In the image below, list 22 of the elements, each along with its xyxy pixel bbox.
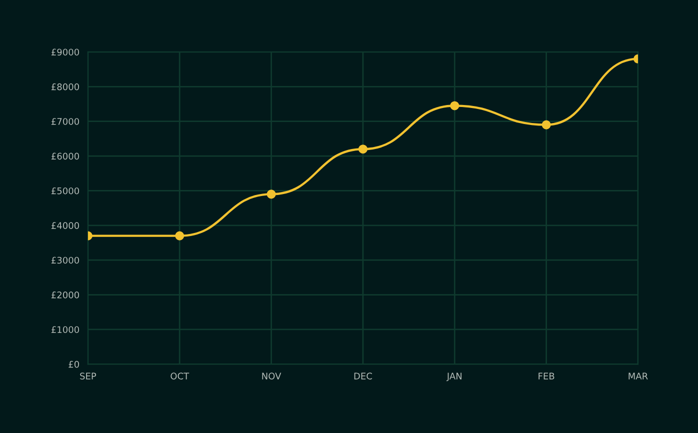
y-tick-label: £9000	[51, 48, 80, 56]
y-tick-label: £6000	[51, 152, 80, 160]
point	[358, 144, 368, 154]
y-tick-label: £3000	[51, 256, 80, 264]
x-tick-label: JAN	[446, 372, 462, 382]
y-tick-label: £8000	[51, 83, 80, 90]
x-tick-label: FEB	[538, 372, 554, 380]
x-tick-label: OCT	[170, 372, 190, 380]
point	[542, 120, 551, 130]
y-tick-label: £7000	[51, 118, 80, 125]
x-tick-label: SEP	[80, 372, 96, 380]
point	[266, 190, 276, 199]
y-tick-label: £2000	[51, 292, 80, 298]
point	[175, 231, 184, 240]
y-tick-label: £4000	[51, 222, 80, 229]
x-tick-label: MAR	[628, 372, 648, 380]
y-tick-label: £0	[68, 360, 80, 368]
y-tick-label: £5000	[51, 187, 80, 194]
point	[450, 101, 460, 110]
x-tick-label: NOV	[262, 372, 282, 380]
x-tick-label: DEC	[354, 372, 372, 380]
y-tick-label: £1000	[51, 326, 80, 334]
